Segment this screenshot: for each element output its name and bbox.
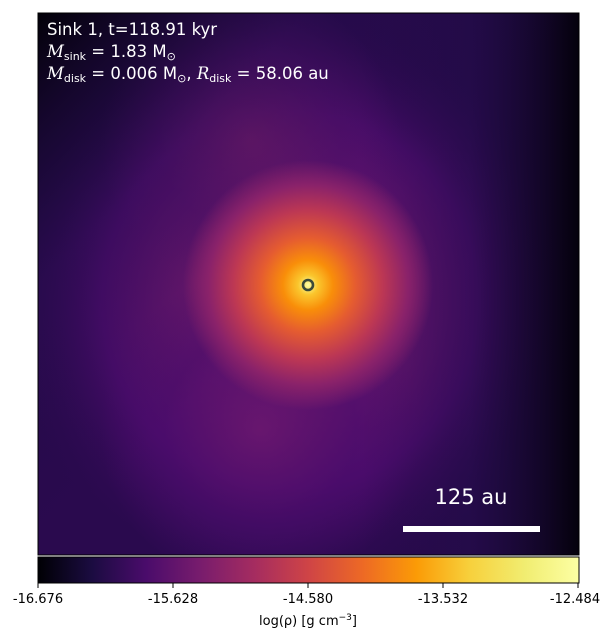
colorbar-ticks <box>37 583 579 588</box>
colorbar-label-suffix: ] <box>351 614 357 629</box>
colorbar-label-prefix: log(ρ) [g cm <box>259 614 339 629</box>
m-disk-subscript: disk <box>63 72 87 85</box>
m-sink-subscript: sink <box>63 50 87 63</box>
scale-bar <box>403 526 540 532</box>
colorbar <box>37 556 580 584</box>
r-disk-symbol: R <box>196 64 210 83</box>
sink-marker <box>301 278 315 292</box>
m-disk-value: = 0.006 M <box>91 64 178 83</box>
m-sink-value: = 1.83 M <box>91 42 167 61</box>
density-map <box>38 13 579 555</box>
m-disk-unit-subscript: ⊙ <box>177 72 187 85</box>
colorbar-tick-label: -16.676 <box>12 592 64 607</box>
disk-properties-label: Mdisk = 0.006 M⊙, Rdisk = 58.06 au <box>47 64 329 85</box>
sink-time-label: Sink 1, t=118.91 kyr <box>47 20 218 39</box>
colorbar-label-exponent: −3 <box>338 613 352 623</box>
colorbar-tick-label: -12.484 <box>549 592 601 607</box>
m-sink-symbol: M <box>47 42 64 61</box>
r-disk-subscript: disk <box>209 72 232 85</box>
m-sink-unit-subscript: ⊙ <box>166 50 176 63</box>
r-disk-value: = 58.06 au <box>236 64 329 83</box>
plot-frame <box>37 12 580 556</box>
sink-mass-label: Msink = 1.83 M⊙ <box>47 42 176 63</box>
colorbar-label: log(ρ) [g cm−3] <box>259 613 357 629</box>
scale-bar-label: 125 au <box>434 485 508 509</box>
colorbar-tick-label: -15.628 <box>147 592 199 607</box>
colorbar-tick-label: -14.580 <box>282 592 334 607</box>
m-disk-symbol: M <box>47 64 64 83</box>
colorbar-tick-label: -13.532 <box>417 592 469 607</box>
